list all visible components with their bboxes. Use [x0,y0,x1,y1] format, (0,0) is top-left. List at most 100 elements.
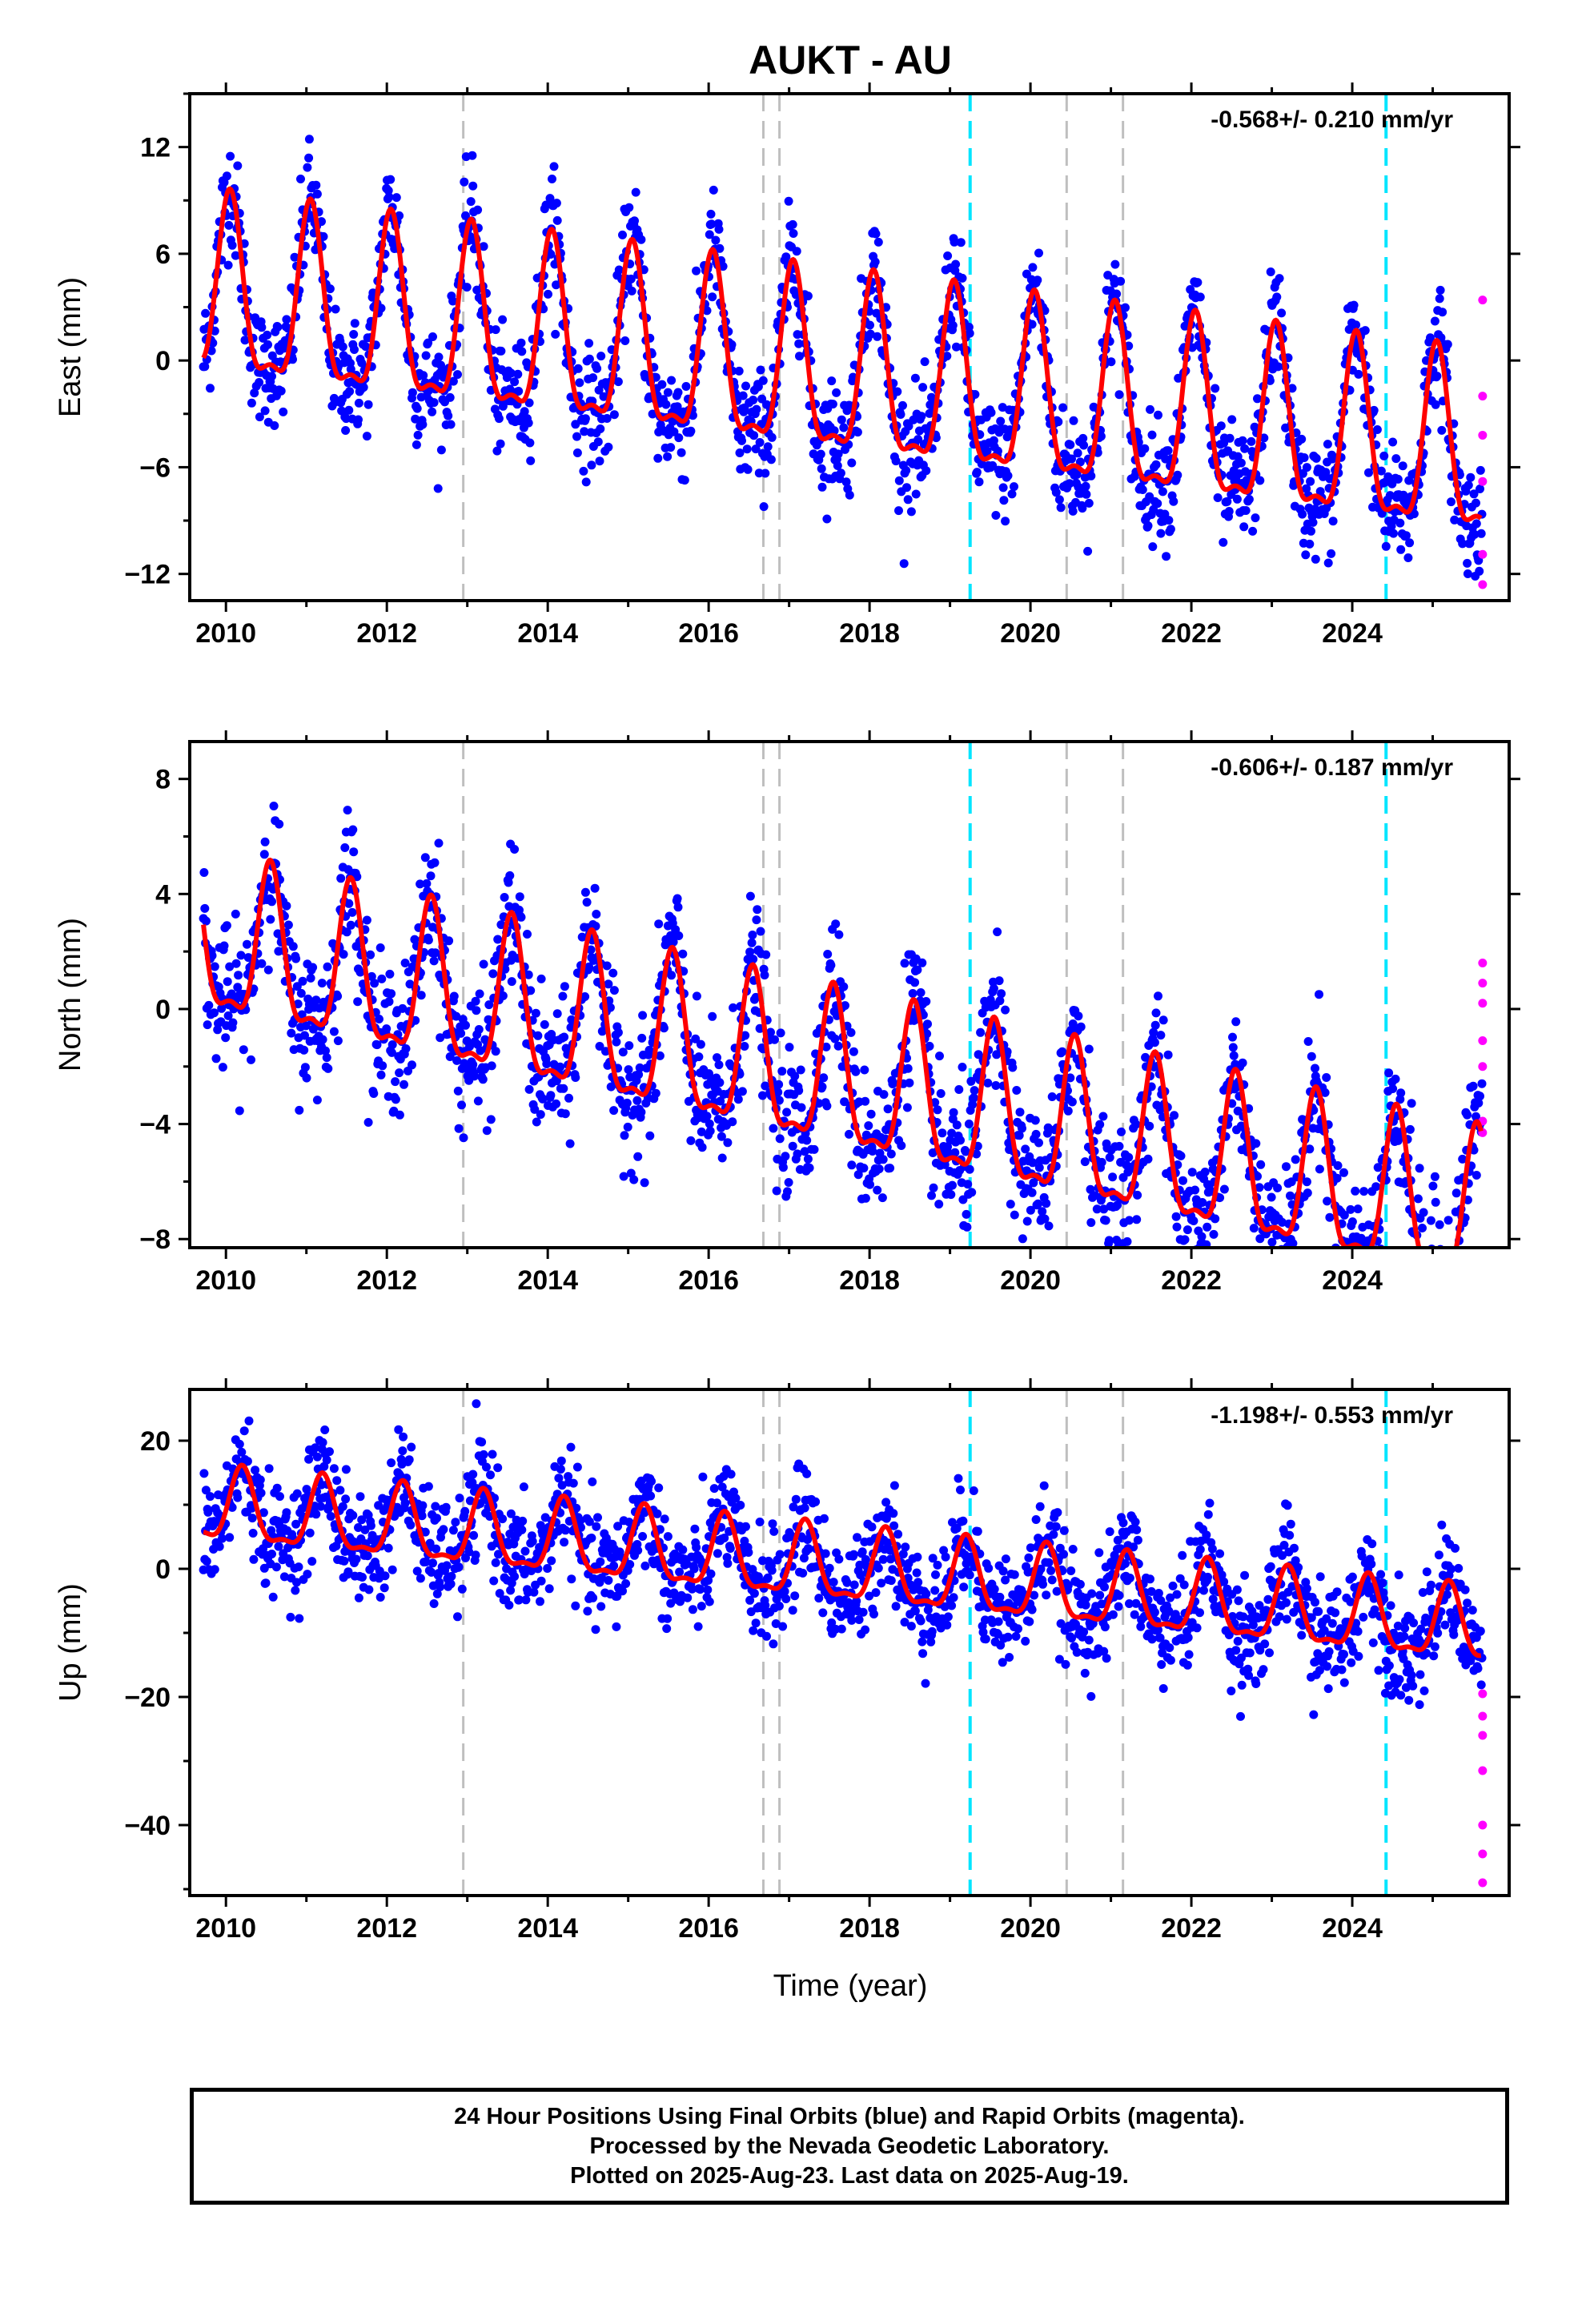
final-orbit-point [1047,1092,1057,1101]
final-orbit-point [758,1091,767,1100]
final-orbit-point [428,1558,437,1568]
final-orbit-point [731,1494,741,1503]
final-orbit-point [1068,506,1078,516]
final-orbit-point [564,1093,573,1103]
final-orbit-point [723,1138,733,1148]
final-orbit-point [218,1534,227,1543]
final-orbit-point [1426,1292,1435,1301]
final-orbit-point [1320,1088,1330,1097]
final-orbit-point [717,1153,727,1163]
final-orbit-point [788,219,797,229]
final-orbit-point [510,845,520,854]
final-orbit-point [1448,1261,1457,1269]
final-orbit-point [817,1082,827,1092]
final-orbit-point [962,1209,971,1219]
final-orbit-point [249,1554,259,1564]
final-orbit-point [618,230,627,239]
final-orbit-point [1289,1261,1298,1269]
final-orbit-point [761,1081,770,1091]
x-tick-label: 2024 [1322,618,1383,649]
final-orbit-point [431,1502,440,1511]
final-orbit-point [726,1470,736,1479]
final-orbit-point [853,428,862,437]
final-orbit-point [1463,1110,1472,1120]
final-orbit-point [620,336,630,345]
final-orbit-point [231,251,240,260]
final-orbit-point [1248,526,1258,536]
final-orbit-point [709,185,718,195]
final-orbit-point [552,1076,561,1086]
final-orbit-point [358,1573,367,1582]
final-orbit-point [453,1612,462,1622]
final-orbit-point [287,1028,296,1038]
final-orbit-point [768,1519,777,1529]
final-orbit-point [809,1144,819,1154]
up-final-points [199,1399,1487,1721]
final-orbit-point [338,342,347,352]
final-orbit-point [311,1443,320,1453]
final-orbit-point [605,1003,615,1012]
final-orbit-point [406,1520,416,1530]
final-orbit-point [579,466,588,476]
final-orbit-point [804,1544,813,1554]
final-orbit-point [833,461,842,470]
final-orbit-point [1078,504,1087,513]
final-orbit-point [223,977,232,987]
final-orbit-point [621,1579,631,1588]
final-orbit-point [1466,472,1476,482]
final-orbit-point [896,410,905,419]
final-orbit-point [1124,1152,1134,1162]
final-orbit-point [950,266,960,275]
final-orbit-point [917,958,927,967]
final-orbit-point [841,1001,849,1011]
final-orbit-point [500,893,509,902]
final-orbit-point [1095,1120,1105,1129]
final-orbit-point [362,432,371,441]
final-orbit-point [1275,274,1284,283]
final-orbit-point [219,941,229,951]
y-tick-label: −12 [124,560,171,590]
final-orbit-point [536,1597,544,1606]
final-orbit-point [1423,1282,1431,1291]
final-orbit-point [706,209,716,219]
final-orbit-point [385,969,395,979]
final-orbit-point [1435,285,1445,295]
final-orbit-point [775,1550,785,1559]
final-orbit-point [312,1096,322,1105]
final-orbit-point [908,989,917,998]
final-orbit-point [412,404,422,413]
final-orbit-point [929,1183,938,1192]
final-orbit-point [657,380,667,389]
final-orbit-point [542,1059,552,1068]
final-orbit-point [847,458,857,468]
east-final-points [199,135,1487,581]
final-orbit-point [865,320,874,330]
final-orbit-point [1411,1263,1420,1272]
final-orbit-point [822,514,832,524]
final-orbit-point [233,1493,243,1502]
final-orbit-point [769,1639,778,1649]
final-orbit-point [1417,1259,1426,1268]
final-orbit-point [259,850,269,859]
final-orbit-point [1151,460,1161,469]
final-orbit-point [1388,1084,1398,1093]
final-orbit-point [1474,1098,1484,1108]
final-orbit-point [878,1155,888,1164]
final-orbit-point [199,868,209,877]
final-orbit-point [823,950,833,959]
final-orbit-point [1443,1277,1452,1285]
east-rapid-points [1478,296,1488,589]
final-orbit-point [340,843,350,852]
final-orbit-point [694,1052,704,1062]
final-orbit-point [382,1024,391,1034]
final-orbit-point [792,247,801,256]
final-orbit-point [752,404,761,414]
final-orbit-point [1315,1164,1324,1174]
final-orbit-point [231,909,240,919]
final-orbit-point [412,1566,422,1576]
final-orbit-point [613,377,623,387]
final-orbit-point [873,237,883,247]
final-orbit-point [1079,440,1089,450]
final-orbit-point [946,1190,956,1200]
final-orbit-point [468,1059,478,1069]
